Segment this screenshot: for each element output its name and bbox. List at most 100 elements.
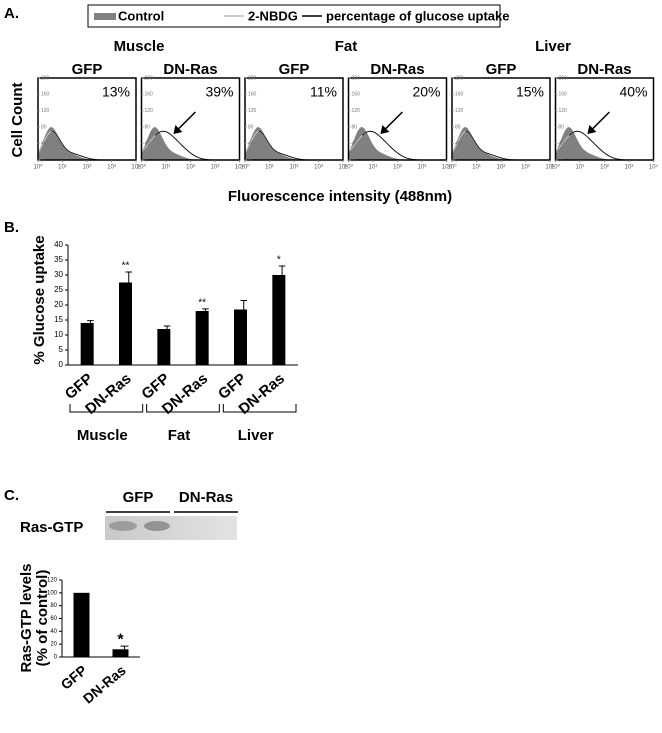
group-label: Liver (238, 427, 274, 444)
y-tick-label: 200 (41, 75, 50, 81)
y-tick-label: 0 (54, 655, 58, 661)
annotation: 15% (516, 84, 544, 100)
blot-band (144, 521, 170, 531)
x-tick-label: DN-Ras (80, 662, 129, 707)
error-bar (120, 645, 129, 650)
panel-label: A. (4, 5, 19, 22)
y-tick-label: 80 (50, 603, 57, 609)
control-histogram (38, 126, 136, 160)
y-tick-label: 100 (47, 590, 58, 596)
legend-label: Control (118, 8, 164, 23)
y-tick-label: 40 (54, 240, 63, 249)
annotation: 40% (619, 84, 647, 100)
annotation: 11% (310, 84, 337, 100)
control-histogram (452, 126, 550, 160)
y-tick-label: 0 (352, 157, 355, 163)
annotation: 20% (412, 84, 440, 100)
bar (119, 282, 132, 365)
x-tick-label: 10³ (521, 165, 530, 171)
significance: ** (122, 261, 130, 272)
x-tick-label: 10⁴ (338, 164, 348, 171)
x-tick-label: 10³ (418, 165, 427, 171)
y-tick-label: 80 (455, 125, 461, 131)
group-title: Muscle (114, 38, 165, 55)
group-label: Muscle (77, 427, 128, 444)
y-tick-label: 120 (455, 108, 464, 114)
y-tick-label: 160 (248, 92, 257, 98)
x-tick-label: 10² (186, 165, 195, 171)
blot-label: Ras-GTP (20, 519, 83, 536)
panel-title: GFP (72, 61, 103, 78)
lane-label: DN-Ras (179, 489, 233, 506)
blot-band (109, 521, 137, 531)
annotation: 13% (102, 84, 130, 100)
y-tick-label: 80 (248, 125, 254, 131)
y-tick-label: 200 (248, 75, 257, 81)
x-tick-label: 10⁰ (33, 164, 43, 171)
y-tick-label: 40 (352, 141, 358, 147)
y-tick-label: 120 (47, 578, 58, 584)
y-tick-label: 40 (248, 141, 254, 147)
y-tick-label: 200 (455, 75, 464, 81)
group-title: Liver (535, 38, 571, 55)
y-axis-label: Cell Count (9, 83, 26, 158)
bar (234, 309, 247, 365)
x-tick-label: 10⁰ (447, 164, 457, 171)
y-tick-label: 0 (248, 157, 251, 163)
y-axis-label: Ras-GTP levels (18, 564, 35, 673)
arrow (590, 111, 610, 131)
error-bar (87, 320, 94, 323)
y-tick-label: 30 (54, 270, 63, 279)
arrow-head (587, 125, 597, 134)
panel-title: GFP (279, 61, 310, 78)
significance: ** (198, 298, 206, 309)
y-tick-label: 40 (455, 141, 461, 147)
y-axis-label: (% of control) (34, 570, 51, 667)
x-tick-label: 10² (83, 165, 92, 171)
bar (195, 311, 209, 365)
x-tick-label: 10¹ (576, 165, 585, 171)
y-tick-label: 80 (559, 125, 565, 131)
group-bracket (146, 404, 220, 413)
panel-label: C. (4, 487, 19, 504)
bar (80, 323, 94, 365)
x-tick-label: 10⁰ (137, 164, 147, 171)
bar (272, 275, 286, 365)
y-tick-label: 120 (248, 108, 257, 114)
x-tick-label: 10⁴ (131, 164, 141, 171)
panel-title: GFP (486, 61, 517, 78)
x-tick-label: 10² (497, 165, 506, 171)
control-histogram (245, 126, 343, 160)
y-tick-label: 0 (455, 157, 458, 163)
error-bar (202, 308, 209, 311)
error-bar (163, 325, 171, 329)
y-tick-label: 40 (145, 141, 151, 147)
lane-label: GFP (123, 489, 154, 506)
y-tick-label: 200 (352, 75, 361, 81)
y-tick-label: 160 (455, 92, 464, 98)
y-tick-label: 20 (54, 300, 63, 309)
y-tick-label: 120 (559, 108, 568, 114)
error-bar (125, 271, 132, 283)
y-tick-label: 40 (559, 141, 565, 147)
x-tick-label: 10² (600, 165, 609, 171)
y-tick-label: 120 (145, 108, 154, 114)
y-tick-label: 40 (41, 141, 47, 147)
error-bar (240, 300, 247, 310)
group-bracket (69, 404, 144, 413)
x-tick-label: 10¹ (162, 165, 171, 171)
error-bar (278, 265, 286, 275)
y-tick-label: 200 (145, 75, 154, 81)
significance: * (117, 631, 124, 648)
y-tick-label: 40 (50, 629, 57, 635)
y-tick-label: 0 (41, 157, 44, 163)
x-tick-label: 10¹ (265, 165, 274, 171)
x-tick-label: 10⁰ (344, 164, 354, 171)
y-tick-label: 60 (50, 616, 57, 622)
significance: * (277, 255, 281, 266)
y-tick-label: 0 (145, 157, 148, 163)
control-histogram (348, 126, 447, 160)
y-tick-label: 160 (352, 92, 361, 98)
x-tick-label: 10³ (314, 165, 323, 171)
